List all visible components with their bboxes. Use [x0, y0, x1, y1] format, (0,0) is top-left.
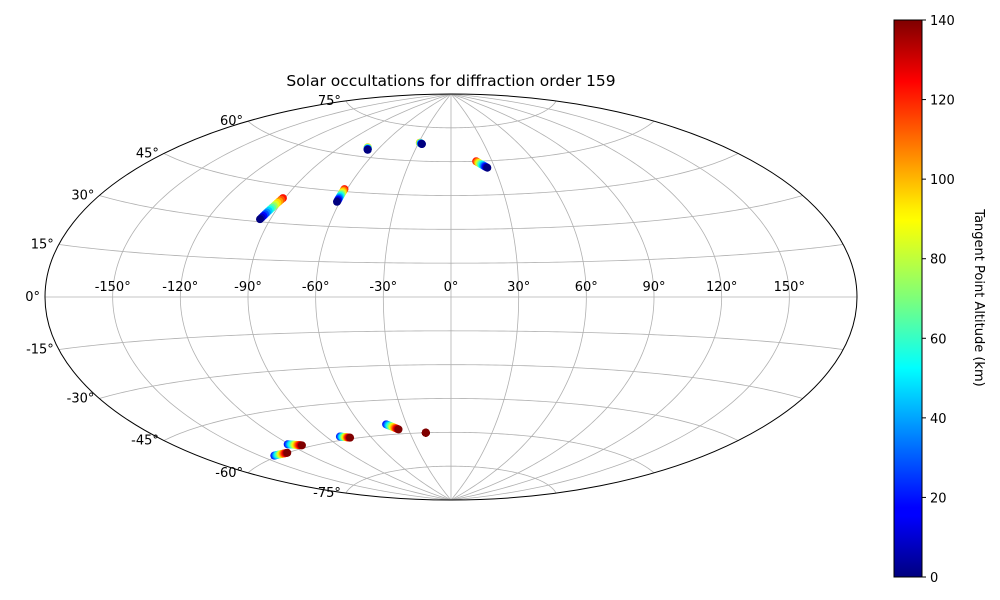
x-tick-label: 60° [575, 280, 598, 295]
x-tick-label: -90° [234, 280, 262, 295]
y-tick-label: -60° [215, 466, 243, 481]
parallel-line [345, 465, 557, 494]
colorbar-tick-label: 80 [930, 253, 947, 268]
x-tick-label: -60° [302, 280, 330, 295]
colorbar-label: Tangent Point Altitude (km) [971, 208, 986, 386]
y-tick-label: 45° [136, 147, 159, 162]
occultation-point [421, 428, 430, 437]
parallel-line [247, 120, 655, 163]
graticule [45, 94, 857, 500]
colorbar-tick-label: 140 [930, 14, 955, 29]
x-tick-label: 120° [706, 280, 737, 295]
x-tick-label: 30° [507, 280, 530, 295]
parallel-line [247, 431, 655, 474]
occultation-point [333, 197, 342, 206]
parallel-line [99, 195, 803, 230]
x-tick-label: 0° [444, 280, 459, 295]
y-tick-label: 30° [71, 189, 94, 204]
occultation-point [283, 448, 292, 457]
colorbar-tick-label: 120 [930, 94, 955, 109]
y-tick-label: 75° [318, 94, 341, 109]
occultation-points [256, 138, 492, 460]
x-tick-label: -30° [369, 280, 397, 295]
parallel-line [345, 100, 557, 129]
colorbar-ticks: 0 20 40 60 80 100 120 140 [922, 14, 955, 586]
y-tick-label: -30° [67, 392, 95, 407]
parallel-line [99, 364, 803, 399]
occultation-point [483, 163, 492, 172]
y-tick-label: -75° [313, 486, 341, 501]
map-boundary [44, 93, 858, 501]
latitude-tick-labels: -75° -60° -45° -30° -15° 0° 15° 30° 45° 60° 75° [25, 94, 341, 501]
occultation-point [363, 145, 372, 154]
y-tick-label: -15° [26, 343, 54, 358]
occultation-point [394, 425, 403, 434]
parallel-line [163, 153, 739, 196]
chart-title: Solar occultations for diffraction order… [286, 72, 615, 90]
occultation-point [417, 140, 426, 149]
y-tick-label: 60° [220, 114, 243, 129]
colorbar-tick-label: 60 [930, 332, 947, 347]
parallel-line [58, 244, 844, 264]
colorbar-tick-label: 40 [930, 412, 947, 427]
y-tick-label: -45° [131, 434, 159, 449]
occultation-point [297, 441, 306, 450]
parallel-line [163, 398, 739, 441]
colorbar [893, 19, 923, 578]
x-tick-label: 90° [642, 280, 665, 295]
y-tick-label: 15° [31, 238, 54, 253]
longitude-tick-labels: -150° -120° -90° -60° -30° 0° 30° 60° 90° 120° 150… [95, 280, 805, 295]
occultation-point [256, 215, 265, 224]
parallel-line [58, 330, 844, 350]
colorbar-tick-label: 100 [930, 173, 955, 188]
x-tick-label: 150° [774, 280, 805, 295]
colorbar-tick-label: 20 [930, 491, 947, 506]
x-tick-label: -150° [95, 280, 131, 295]
occultation-point [346, 433, 355, 442]
y-tick-label: 0° [25, 290, 40, 305]
x-tick-label: -120° [162, 280, 198, 295]
colorbar-tick-label: 0 [930, 571, 938, 586]
